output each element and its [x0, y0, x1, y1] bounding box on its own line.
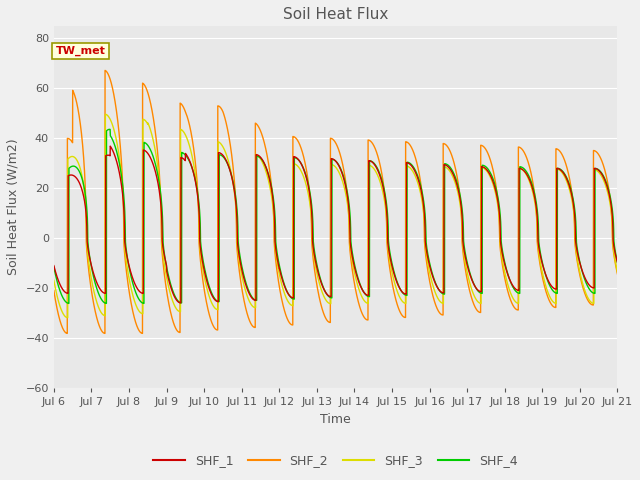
Text: TW_met: TW_met: [56, 46, 106, 56]
X-axis label: Time: Time: [320, 413, 351, 426]
Title: Soil Heat Flux: Soil Heat Flux: [283, 7, 388, 22]
Y-axis label: Soil Heat Flux (W/m2): Soil Heat Flux (W/m2): [7, 139, 20, 276]
Legend: SHF_1, SHF_2, SHF_3, SHF_4: SHF_1, SHF_2, SHF_3, SHF_4: [148, 449, 523, 472]
